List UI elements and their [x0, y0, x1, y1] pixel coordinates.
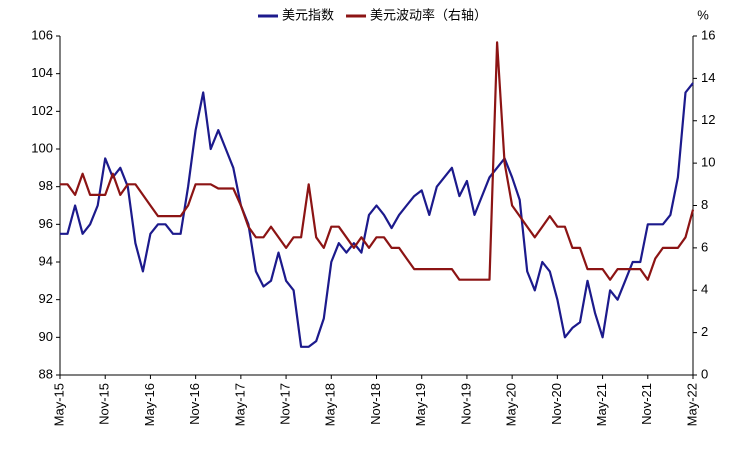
y2-tick-label: 6 [701, 239, 708, 254]
y2-tick-label: 16 [701, 27, 715, 42]
x-tick-label: Nov-16 [187, 383, 202, 425]
x-tick-label: Nov-21 [639, 383, 654, 425]
x-tick-label: May-22 [684, 383, 699, 426]
x-tick-label: Nov-15 [97, 383, 112, 425]
y2-unit: % [697, 7, 709, 22]
y-tick-label: 94 [39, 253, 53, 268]
x-tick-label: Nov-20 [549, 383, 564, 425]
y2-tick-label: 8 [701, 197, 708, 212]
series-line [60, 82, 694, 348]
y2-tick-label: 14 [701, 70, 715, 85]
series-line [60, 41, 695, 281]
x-tick-label: May-21 [594, 383, 609, 426]
y2-tick-label: 10 [701, 155, 715, 170]
x-tick-label: May-16 [142, 383, 157, 426]
y-tick-label: 102 [31, 103, 53, 118]
y2-tick-label: 12 [701, 112, 715, 127]
y-tick-label: 98 [39, 178, 53, 193]
x-tick-label: May-15 [51, 383, 66, 426]
x-tick-label: Nov-18 [368, 383, 383, 425]
legend-label: 美元波动率（右轴） [370, 7, 487, 22]
y-tick-label: 88 [39, 366, 53, 381]
y2-tick-label: 0 [701, 366, 708, 381]
y-tick-label: 100 [31, 140, 53, 155]
x-tick-label: May-20 [504, 383, 519, 426]
x-tick-label: May-19 [413, 383, 428, 426]
x-tick-label: Nov-19 [458, 383, 473, 425]
y-tick-label: 90 [39, 329, 53, 344]
y2-tick-label: 2 [701, 324, 708, 339]
x-tick-label: May-17 [232, 383, 247, 426]
x-tick-label: Nov-17 [278, 383, 293, 425]
y-tick-label: 92 [39, 291, 53, 306]
y2-tick-label: 4 [701, 282, 708, 297]
y-tick-label: 106 [31, 27, 53, 42]
y-tick-label: 104 [31, 65, 53, 80]
legend-label: 美元指数 [282, 7, 334, 22]
x-tick-label: May-18 [323, 383, 338, 426]
y-tick-label: 96 [39, 216, 53, 231]
